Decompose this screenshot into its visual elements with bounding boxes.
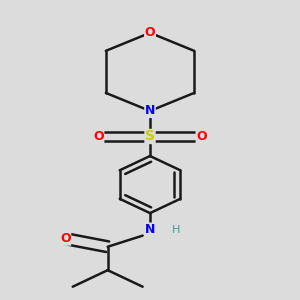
Text: S: S	[145, 130, 155, 143]
Text: O: O	[196, 130, 207, 143]
Text: H: H	[172, 225, 180, 235]
Text: N: N	[145, 104, 155, 117]
Text: O: O	[60, 232, 71, 245]
Text: O: O	[145, 26, 155, 39]
Text: N: N	[145, 223, 155, 236]
Text: O: O	[93, 130, 104, 143]
